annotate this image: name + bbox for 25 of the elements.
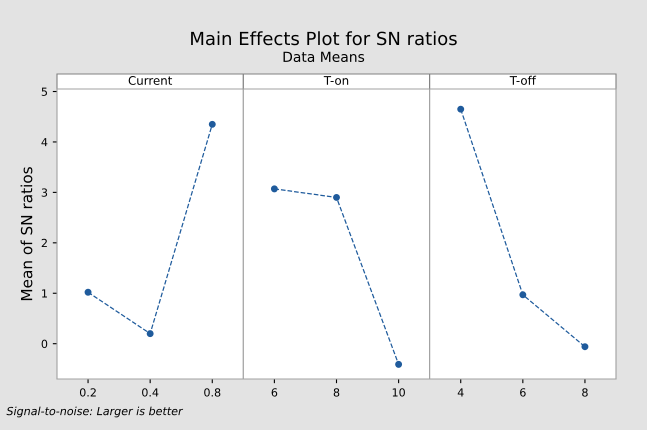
x-tick-label: 4 xyxy=(458,388,464,396)
point xyxy=(146,330,154,338)
chart-title: T-on xyxy=(324,76,348,85)
x-tick-label: 8 xyxy=(334,388,340,397)
chart-title: T-off xyxy=(510,76,536,85)
text: Data Means xyxy=(284,52,364,62)
x-tick-label: 0.2 xyxy=(80,388,96,397)
y-tick-label: 3 xyxy=(42,188,48,197)
chart-title: Current xyxy=(128,76,172,85)
y-tick-label: 5 xyxy=(42,88,47,96)
x-tick-label: 6 xyxy=(520,388,526,397)
y-tick-label: 2 xyxy=(42,238,47,248)
point xyxy=(208,120,216,128)
x-tick-label: 10 xyxy=(392,388,405,397)
y-axis-title: Mean of SN ratios xyxy=(20,167,32,300)
x-tick-label: 6 xyxy=(272,388,278,397)
y-tick-label: 0 xyxy=(42,340,48,348)
text: Main Effects Plot for SN ratios xyxy=(191,31,457,46)
x-tick-label: 8 xyxy=(582,388,588,397)
text: Signal-to-noise: Larger is better xyxy=(6,406,184,418)
y-tick-label: 4 xyxy=(41,138,48,146)
x-tick-label: 0.8 xyxy=(204,388,220,397)
y-tick-label: 1 xyxy=(42,289,47,298)
point xyxy=(84,288,92,296)
x-tick-label: 0.4 xyxy=(142,388,158,397)
